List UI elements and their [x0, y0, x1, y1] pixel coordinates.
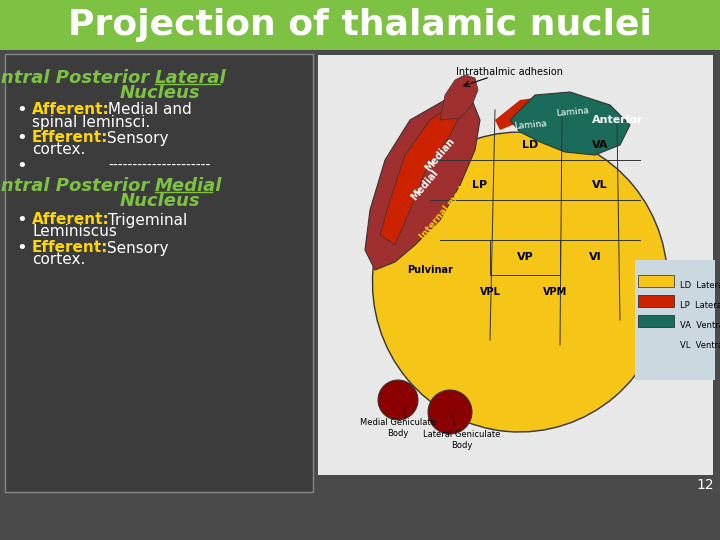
Text: Medial Geniculate
Body: Medial Geniculate Body [360, 418, 436, 438]
Text: cortex.: cortex. [32, 253, 86, 267]
Text: Efferent:: Efferent: [32, 240, 109, 255]
Text: Medial: Medial [155, 177, 222, 195]
Polygon shape [495, 95, 625, 142]
Polygon shape [365, 95, 480, 270]
Circle shape [428, 390, 472, 434]
Text: •: • [17, 157, 27, 175]
FancyBboxPatch shape [5, 54, 313, 492]
Text: Lamina: Lamina [555, 106, 589, 118]
Text: Sensory: Sensory [102, 131, 168, 145]
Text: VP: VP [517, 252, 534, 262]
Text: Nucleus: Nucleus [120, 84, 200, 102]
FancyBboxPatch shape [638, 315, 674, 327]
Text: LP  Lateral p: LP Lateral p [680, 300, 720, 309]
Text: cortex.: cortex. [32, 143, 86, 158]
FancyBboxPatch shape [638, 295, 674, 307]
Text: 12: 12 [696, 478, 714, 492]
Text: spinal leminsci.: spinal leminsci. [32, 114, 150, 130]
Text: Projection of thalamic nuclei: Projection of thalamic nuclei [68, 8, 652, 42]
Text: LP: LP [472, 180, 487, 190]
Text: Anterior: Anterior [592, 115, 644, 125]
Text: Afferent:: Afferent: [32, 213, 109, 227]
Text: LD: LD [522, 140, 538, 150]
Polygon shape [510, 92, 630, 155]
Text: •: • [17, 239, 27, 257]
Text: Nucleus: Nucleus [120, 192, 200, 210]
Text: VL: VL [592, 180, 608, 190]
Text: LD  Lateral d: LD Lateral d [680, 280, 720, 289]
Text: Medial: Medial [410, 168, 441, 202]
Text: Internal medullary: Internal medullary [418, 163, 486, 241]
Text: Lateral Geniculate
Body: Lateral Geniculate Body [423, 430, 500, 450]
Text: Lamina: Lamina [513, 119, 547, 131]
Text: ---------------------: --------------------- [109, 159, 211, 173]
Ellipse shape [372, 132, 667, 432]
Text: •: • [17, 101, 27, 119]
Text: Leminiscus: Leminiscus [32, 225, 117, 240]
FancyBboxPatch shape [0, 0, 720, 50]
Text: VI: VI [589, 252, 601, 262]
Text: VPL: VPL [480, 287, 500, 297]
Text: Afferent:: Afferent: [32, 103, 109, 118]
Polygon shape [440, 75, 478, 120]
Text: •: • [17, 129, 27, 147]
Circle shape [378, 380, 418, 420]
Text: VA  Ventral A: VA Ventral A [680, 321, 720, 329]
Text: Lateral: Lateral [155, 69, 227, 87]
Text: Pulvinar: Pulvinar [407, 265, 453, 275]
FancyBboxPatch shape [638, 275, 674, 287]
FancyBboxPatch shape [635, 260, 715, 380]
Polygon shape [380, 102, 465, 245]
Text: VPM: VPM [543, 287, 567, 297]
Text: Sensory: Sensory [102, 240, 168, 255]
Text: VL  Ventral: VL Ventral [680, 341, 720, 349]
Text: Efferent:: Efferent: [32, 131, 109, 145]
Text: Median: Median [423, 137, 456, 174]
Text: Medial and: Medial and [103, 103, 192, 118]
Text: Ventral Posterior: Ventral Posterior [0, 177, 155, 195]
Text: Ventral Posterior: Ventral Posterior [0, 69, 155, 87]
Text: Trigeminal: Trigeminal [103, 213, 187, 227]
Text: Intrathalmic adhesion: Intrathalmic adhesion [456, 67, 564, 77]
Text: •: • [17, 211, 27, 229]
FancyBboxPatch shape [318, 55, 713, 475]
Text: VA: VA [592, 140, 608, 150]
